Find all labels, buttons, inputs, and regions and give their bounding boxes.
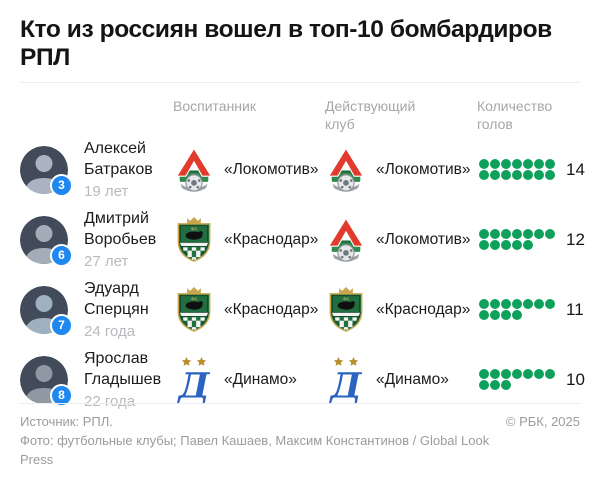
player-age: 19 лет [84, 182, 129, 200]
avatar: 7 [20, 286, 73, 337]
current-club-name: «Динамо» [376, 370, 449, 388]
goal-dots [479, 299, 557, 321]
table-cell-current-club: «Динамо» [325, 345, 477, 415]
table-cell-youth-club: «Краснодар» [173, 205, 325, 275]
current-club-name: «Локомотив» [376, 230, 471, 248]
column-header-youth-club: Воспитанник [173, 97, 256, 114]
table-row-player: 3 Алексей Батраков 19 лет [20, 135, 173, 205]
krasnodar-logo [173, 286, 215, 333]
krasnodar-logo [325, 286, 367, 333]
player-name: Эдуард Сперцян [84, 279, 149, 319]
player-age: 24 года [84, 322, 136, 340]
column-header-goals: Количество голов [477, 97, 553, 133]
dynamo-logo [173, 356, 215, 403]
youth-club-name: «Локомотив» [224, 160, 319, 178]
source-note: Источник: РПЛ. [20, 414, 113, 430]
title-divider [20, 81, 580, 83]
lokomotiv-logo [325, 146, 367, 193]
table-cell-current-club: «Локомотив» [325, 205, 477, 275]
table-row-player: 6 Дмитрий Воробьев 27 лет [20, 205, 173, 275]
goal-dots [479, 159, 557, 181]
rank-badge: 6 [50, 243, 73, 267]
column-header-current-club: Действующий клуб [325, 97, 416, 133]
player-name: Алексей Батраков [84, 139, 153, 179]
photo-credit: Фото: футбольные клубы; Павел Кашаев, Ма… [20, 433, 490, 468]
table-cell-youth-club: «Краснодар» [173, 275, 325, 345]
player-name: Ярослав Гладышев [84, 349, 162, 389]
footer: Источник: РПЛ. Фото: футбольные клубы; П… [20, 403, 580, 470]
table-row-player: 8 Ярослав Гладышев 22 года [20, 345, 173, 415]
table-cell-goals: 14 [477, 135, 585, 205]
table-cell-current-club: «Локомотив» [325, 135, 477, 205]
avatar: 6 [20, 216, 73, 267]
goal-count: 14 [566, 159, 585, 179]
rank-badge: 8 [50, 383, 73, 407]
lokomotiv-logo [173, 146, 215, 193]
table-cell-current-club: «Краснодар» [325, 275, 477, 345]
table-cell-goals: 12 [477, 205, 585, 275]
table-cell-youth-club: «Динамо» [173, 345, 325, 415]
scorers-table: Воспитанник Действующий клуб Количество … [20, 95, 585, 415]
rank-badge: 3 [50, 173, 73, 197]
table-cell-youth-club: «Локомотив» [173, 135, 325, 205]
goal-count: 10 [566, 369, 585, 389]
goal-count: 12 [566, 229, 585, 249]
youth-club-name: «Краснодар» [224, 230, 319, 248]
table-cell-goals: 11 [477, 275, 585, 345]
goal-dots [479, 229, 557, 251]
avatar: 8 [20, 356, 73, 407]
player-age: 22 года [84, 392, 136, 410]
krasnodar-logo [173, 216, 215, 263]
table-row-player: 7 Эдуард Сперцян 24 года [20, 275, 173, 345]
avatar: 3 [20, 146, 73, 197]
rank-badge: 7 [50, 313, 73, 337]
current-club-name: «Локомотив» [376, 160, 471, 178]
goal-count: 11 [566, 299, 584, 319]
youth-club-name: «Краснодар» [224, 300, 319, 318]
column-header-player [20, 95, 132, 135]
table-cell-goals: 10 [477, 345, 585, 415]
current-club-name: «Краснодар» [376, 300, 471, 318]
youth-club-name: «Динамо» [224, 370, 297, 388]
dynamo-logo [325, 356, 367, 403]
player-name: Дмитрий Воробьев [84, 209, 157, 249]
goal-dots [479, 369, 557, 391]
player-age: 27 лет [84, 252, 129, 270]
lokomotiv-logo [325, 216, 367, 263]
copyright: © РБК, 2025 [505, 414, 580, 430]
page-title: Кто из россиян вошел в топ-10 бомбардиро… [20, 16, 552, 72]
